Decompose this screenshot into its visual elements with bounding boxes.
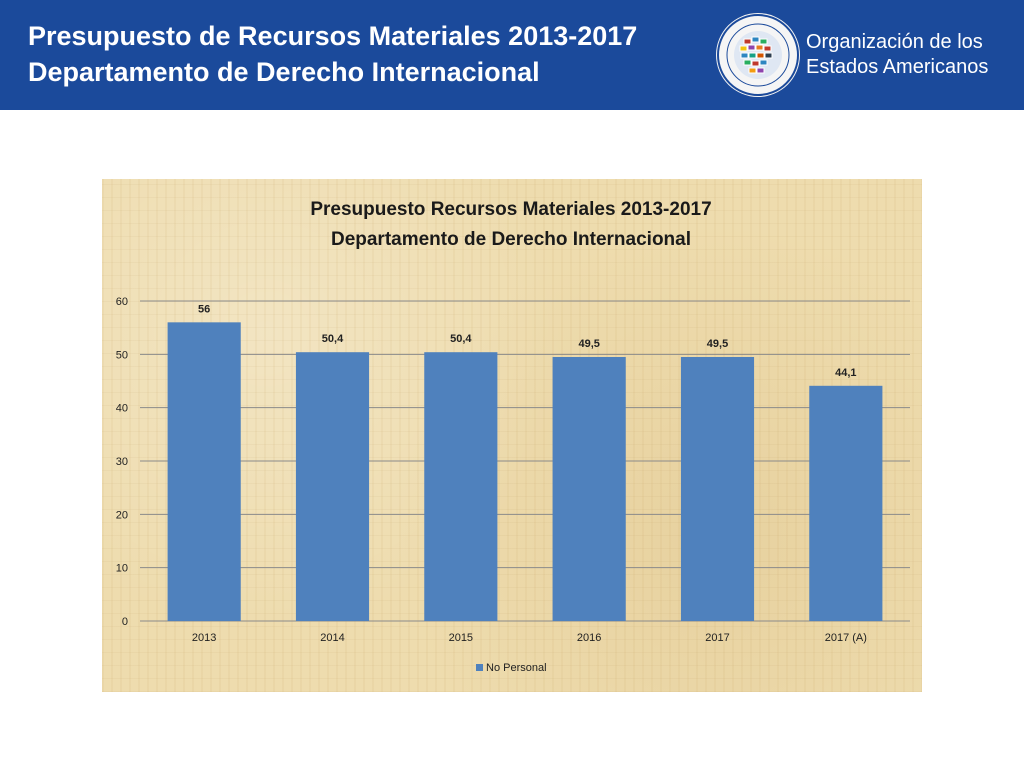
y-tick-label: 30 bbox=[116, 456, 128, 468]
slide-title-line2: Departamento de Derecho Internacional bbox=[28, 57, 540, 87]
oas-seal-icon bbox=[716, 13, 800, 97]
data-label: 50,4 bbox=[450, 333, 472, 345]
bar bbox=[167, 322, 241, 621]
legend-swatch bbox=[476, 664, 483, 671]
data-label: 49,5 bbox=[707, 338, 728, 350]
data-label: 49,5 bbox=[578, 338, 599, 350]
data-label: 50,4 bbox=[322, 333, 344, 345]
legend: No Personal bbox=[476, 662, 547, 674]
y-tick-label: 0 bbox=[122, 616, 128, 628]
data-label: 44,1 bbox=[835, 367, 856, 379]
y-axis: 0 10 20 30 40 50 60 bbox=[116, 296, 128, 628]
bar bbox=[809, 385, 883, 621]
bar bbox=[295, 352, 370, 621]
chart-title-line1: Presupuesto Recursos Materiales 2013-201… bbox=[310, 199, 711, 220]
organization-name: Organización de los Estados Americanos bbox=[806, 30, 988, 80]
x-tick-label: 2014 bbox=[320, 632, 344, 644]
organization-name-line1: Organización de los bbox=[806, 31, 983, 53]
y-tick-label: 10 bbox=[116, 563, 128, 575]
header-banner: Presupuesto de Recursos Materiales 2013-… bbox=[0, 0, 1024, 110]
x-tick-label: 2013 bbox=[192, 632, 216, 644]
bar bbox=[424, 352, 498, 621]
x-tick-label: 2017 (A) bbox=[825, 632, 867, 644]
x-tick-label: 2017 bbox=[705, 632, 729, 644]
bar bbox=[552, 357, 626, 621]
y-tick-label: 60 bbox=[116, 296, 128, 308]
y-tick-label: 20 bbox=[116, 509, 128, 521]
slide-title-line1: Presupuesto de Recursos Materiales 2013-… bbox=[28, 21, 638, 51]
organization-name-line2: Estados Americanos bbox=[806, 56, 989, 78]
x-tick-label: 2016 bbox=[577, 632, 601, 644]
slide-title: Presupuesto de Recursos Materiales 2013-… bbox=[28, 18, 637, 90]
bar-chart: Presupuesto Recursos Materiales 2013-201… bbox=[116, 199, 910, 674]
chart-title-line2: Departamento de Derecho Internacional bbox=[331, 229, 691, 250]
x-tick-label: 2015 bbox=[449, 632, 473, 644]
y-tick-label: 40 bbox=[116, 403, 128, 415]
data-labels: 56 50,4 50,4 49,5 49,5 44,1 bbox=[198, 303, 857, 378]
bars bbox=[167, 322, 883, 621]
gridlines bbox=[140, 300, 910, 622]
chart-panel: Presupuesto Recursos Materiales 2013-201… bbox=[102, 179, 922, 692]
legend-label: No Personal bbox=[486, 662, 547, 674]
bar bbox=[680, 357, 755, 621]
y-tick-label: 50 bbox=[116, 349, 128, 361]
data-label: 56 bbox=[198, 303, 210, 315]
x-axis: 2013 2014 2015 2016 2017 2017 (A) bbox=[192, 632, 867, 644]
